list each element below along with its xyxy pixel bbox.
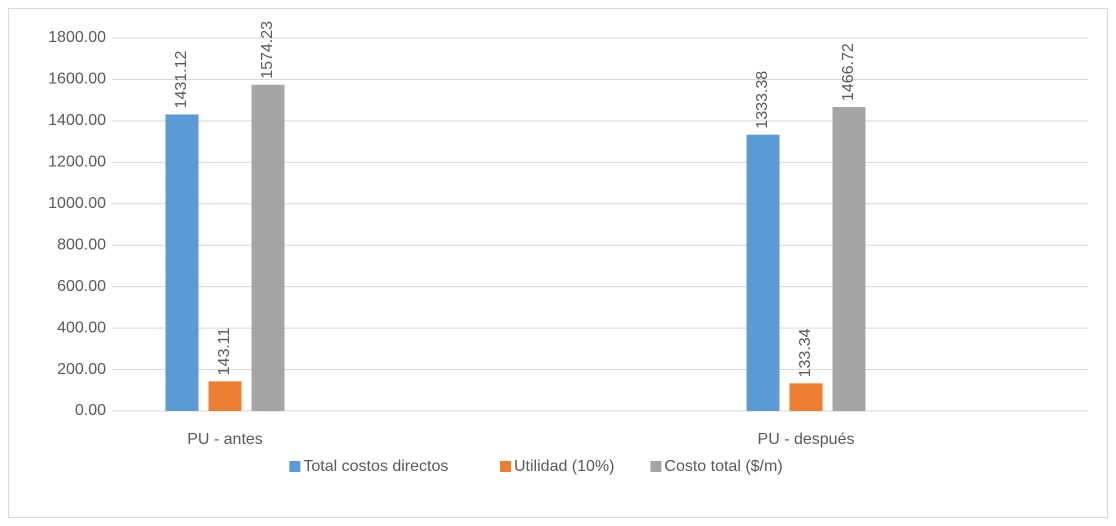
data-label: 1574.23 [259,21,276,79]
bar [251,84,285,412]
x-tick-label: PU - antes [187,431,263,448]
legend-label: Total costos directos [303,458,448,475]
y-tick-label: 1000.00 [48,195,106,212]
legend-label: Utilidad (10%) [514,458,614,475]
bar [789,383,823,411]
data-label: 1431.12 [173,51,190,109]
y-tick-label: 1800.00 [48,29,106,46]
y-tick-label: 1400.00 [48,112,106,129]
legend-swatch [500,461,511,472]
bar [208,381,242,411]
data-label: 133.34 [797,328,814,377]
bar [746,134,780,411]
legend-label: Costo total ($/m) [664,458,782,475]
bar [832,107,866,411]
y-tick-label: 600.00 [57,278,106,295]
data-label: 1466.72 [840,43,857,101]
y-tick-label: 800.00 [57,236,106,253]
data-label: 1333.38 [754,71,771,129]
x-tick-label: PU - después [758,431,855,448]
y-tick-label: 200.00 [57,361,106,378]
legend-swatch [289,461,301,472]
bar [165,114,199,412]
legend-swatch [650,461,662,472]
y-tick-label: 1600.00 [48,71,106,88]
y-tick-label: 1200.00 [48,154,106,171]
y-tick-label: 0.00 [75,402,106,419]
y-tick-label: 400.00 [57,319,106,336]
data-label: 143.11 [216,327,233,375]
